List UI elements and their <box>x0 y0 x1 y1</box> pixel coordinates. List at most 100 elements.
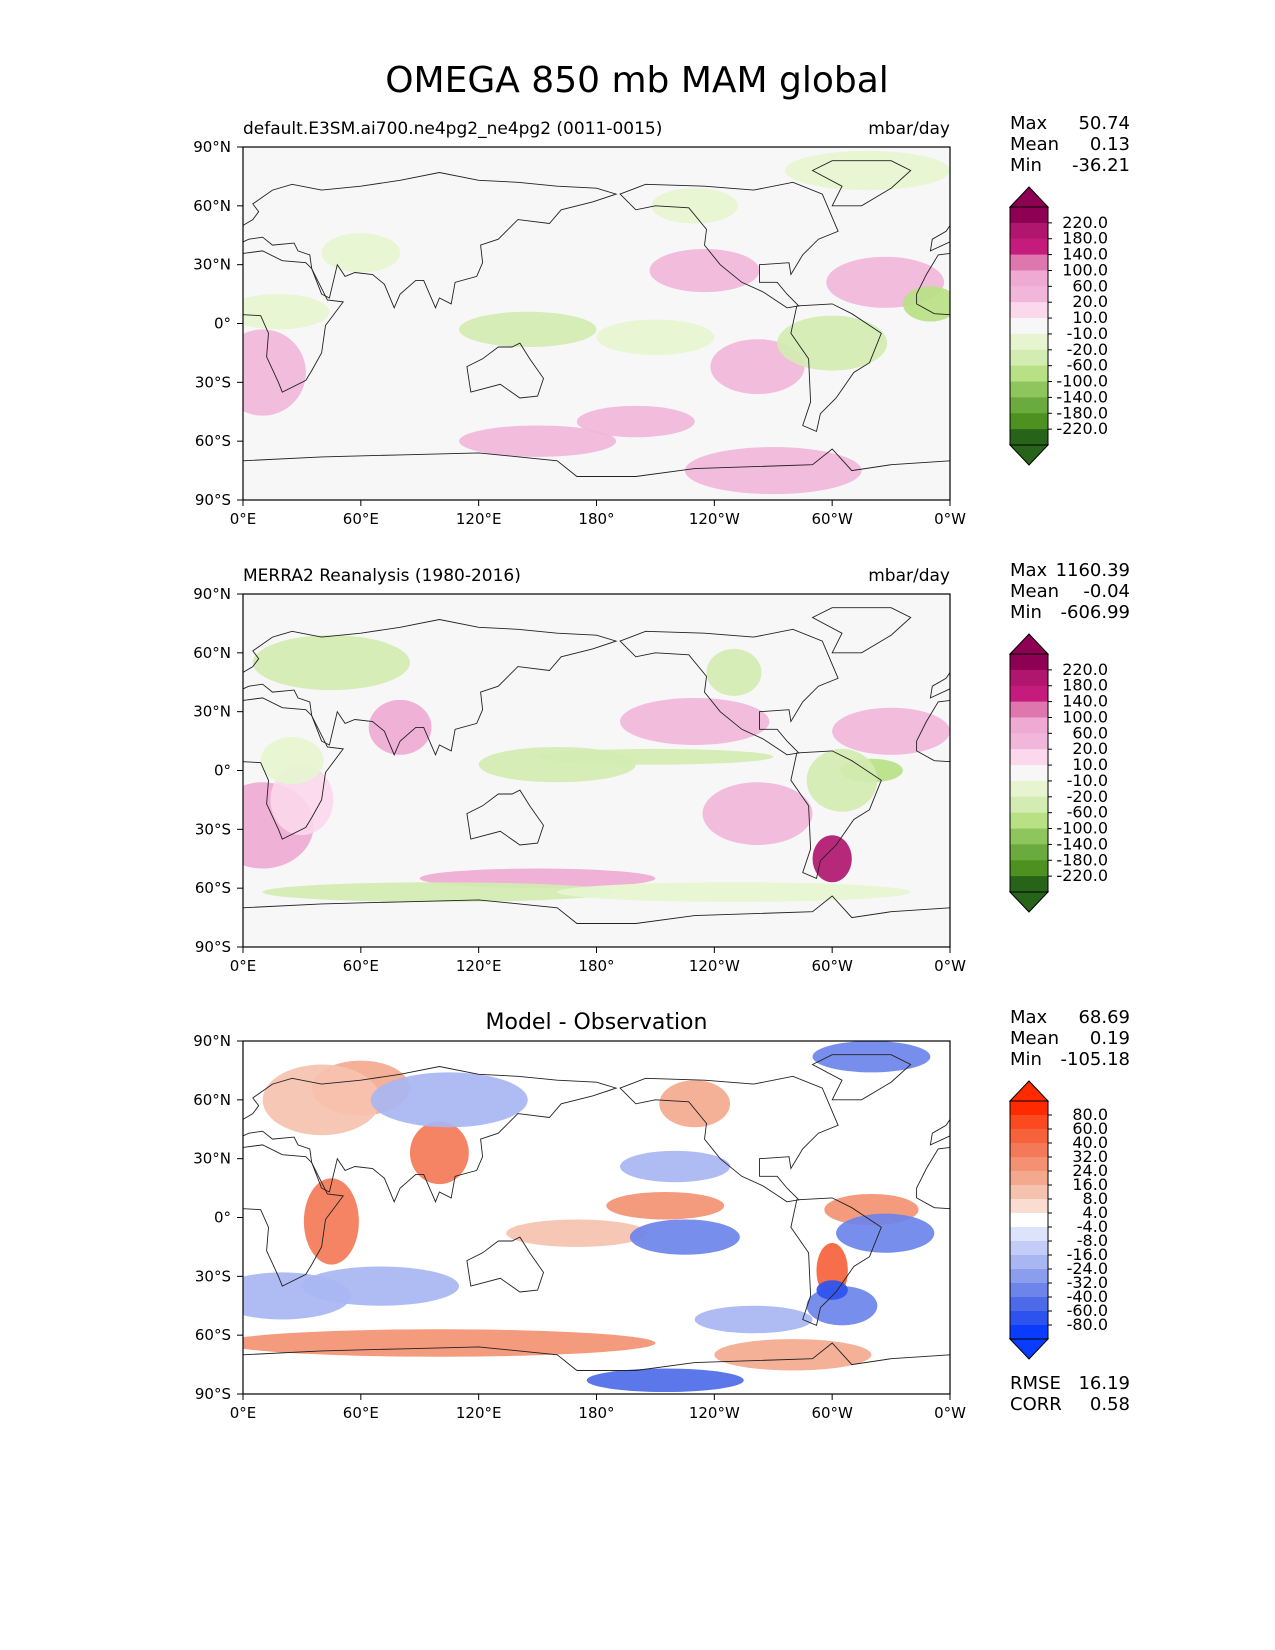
colorbar-label: 80.0 <box>1072 1105 1108 1124</box>
coastline-samerica <box>790 303 882 433</box>
colorbar-label: -40.0 <box>1067 1287 1108 1306</box>
stat-value-mean: 0.19 <box>1090 1028 1130 1049</box>
y-tick-label: 30°N <box>193 256 231 274</box>
x-tick-label: 0°W <box>934 510 966 528</box>
coastline-greenland <box>811 1054 912 1101</box>
map-area <box>243 594 950 947</box>
coastline-namerica <box>619 1075 839 1203</box>
x-tick-label: 60°W <box>811 510 853 528</box>
colorbar-label: -20.0 <box>1067 787 1108 806</box>
colorbar-swatch <box>1010 1199 1048 1214</box>
colorbar-label: -60.0 <box>1067 356 1108 375</box>
colorbar-swatch <box>1010 1213 1048 1228</box>
colorbar-label: -60.0 <box>1067 803 1108 822</box>
colorbar-label: -80.0 <box>1067 1315 1108 1334</box>
colorbar-swatch <box>1010 1269 1048 1284</box>
colorbar-frame <box>1009 206 1049 446</box>
field-patch <box>262 882 617 902</box>
colorbar-swatch <box>1010 222 1048 240</box>
x-tick-label: 60°E <box>343 510 379 528</box>
x-tick-label: 120°E <box>456 1404 502 1422</box>
field-patch <box>785 150 950 191</box>
colorbar-label: 8.0 <box>1083 1189 1108 1208</box>
x-tick-label: 120°E <box>456 510 502 528</box>
coastline-antarctica <box>243 895 950 947</box>
coastline-samerica <box>790 1197 882 1327</box>
colorbar-swatch <box>1010 429 1048 446</box>
coastline-antarctica <box>243 1342 950 1394</box>
field-patch <box>684 447 862 495</box>
coastline-africa <box>243 697 345 840</box>
panel-diff: Model - Observation 0°E 60°E 120°E 180° 120°W… <box>193 1007 1130 1422</box>
colorbar-frame <box>1009 653 1049 893</box>
colorbar-label: 140.0 <box>1062 245 1108 264</box>
stat-label-mean: Mean <box>1010 134 1059 155</box>
footer-label-rmse: RMSE <box>1010 1373 1061 1394</box>
field-patch <box>806 748 878 812</box>
figure-title: OMEGA 850 mb MAM global <box>385 60 889 101</box>
colorbar-swatch <box>1010 1255 1048 1270</box>
stat-value-min: -105.18 <box>1061 1049 1130 1070</box>
stat-value-min: -36.21 <box>1072 155 1130 176</box>
x-tick-label: 120°E <box>456 957 502 975</box>
field-patch <box>651 188 738 224</box>
stat-value-max: 68.69 <box>1078 1007 1130 1028</box>
field-patch <box>506 1219 648 1247</box>
field-patch <box>478 746 636 783</box>
field-patch <box>368 699 432 755</box>
colorbar-swatch <box>1010 1157 1048 1172</box>
colorbar-swatch <box>1010 1283 1048 1298</box>
y-tick-label: 60°S <box>195 879 231 897</box>
colorbar-label: -8.0 <box>1077 1231 1108 1250</box>
colorbar-label: -60.0 <box>1067 1301 1108 1320</box>
coastline-australia <box>466 342 544 399</box>
field-patch <box>714 1339 872 1371</box>
colorbar-swatch <box>1010 717 1048 734</box>
field-patch <box>629 1219 740 1255</box>
stat-label-min: Min <box>1010 602 1042 623</box>
coastline-eurasia <box>243 172 618 309</box>
colorbar-swatch <box>1010 669 1048 687</box>
colorbar-extend-top <box>1008 186 1050 208</box>
field-patch <box>409 1121 469 1185</box>
stat-value-mean: -0.04 <box>1083 581 1130 602</box>
colorbar-swatch <box>1010 381 1048 398</box>
x-tick-label: 180° <box>578 1404 614 1422</box>
field-patch <box>620 1150 731 1183</box>
panel-title: Model - Observation <box>486 1010 708 1035</box>
colorbar-swatch <box>1010 828 1048 845</box>
coastline-eurasia <box>243 1066 618 1203</box>
colorbar-label: 4.0 <box>1083 1203 1108 1222</box>
colorbar-swatch <box>1010 1143 1048 1158</box>
colorbar: 220.0180.0140.0100.060.020.010.0-10.0-20… <box>1008 633 1108 913</box>
field-patch <box>303 1178 359 1265</box>
colorbar-label: 180.0 <box>1062 229 1108 248</box>
y-tick-label: 90°N <box>193 1032 231 1050</box>
colorbar-label: -10.0 <box>1067 324 1108 343</box>
x-tick-label: 0°W <box>934 1404 966 1422</box>
colorbar-label: 20.0 <box>1072 739 1108 758</box>
field-patch <box>812 835 852 883</box>
colorbar-extend-bottom <box>1008 891 1050 913</box>
field-patch <box>252 635 410 691</box>
colorbar-swatch <box>1010 1325 1048 1340</box>
coastline-africa <box>243 250 345 393</box>
x-tick-label: 0°W <box>934 957 966 975</box>
colorbar-swatch <box>1010 1129 1048 1144</box>
colorbar-swatch <box>1010 860 1048 877</box>
colorbar-swatch <box>1010 207 1048 224</box>
colorbar-swatch <box>1010 812 1048 830</box>
colorbar-swatch <box>1010 1227 1048 1242</box>
colorbar-label: 10.0 <box>1072 308 1108 327</box>
y-tick-label: 90°N <box>193 138 231 156</box>
colorbar-swatch <box>1010 844 1048 861</box>
field-patch <box>836 1213 935 1253</box>
y-tick-label: 90°S <box>195 938 231 956</box>
colorbar-label: 140.0 <box>1062 692 1108 711</box>
y-tick-label: 30°N <box>193 1150 231 1168</box>
colorbar-swatch <box>1010 238 1048 256</box>
coastline-australia <box>466 1236 544 1293</box>
y-tick-label: 30°S <box>195 373 231 391</box>
colorbar-swatch <box>1010 1101 1048 1116</box>
